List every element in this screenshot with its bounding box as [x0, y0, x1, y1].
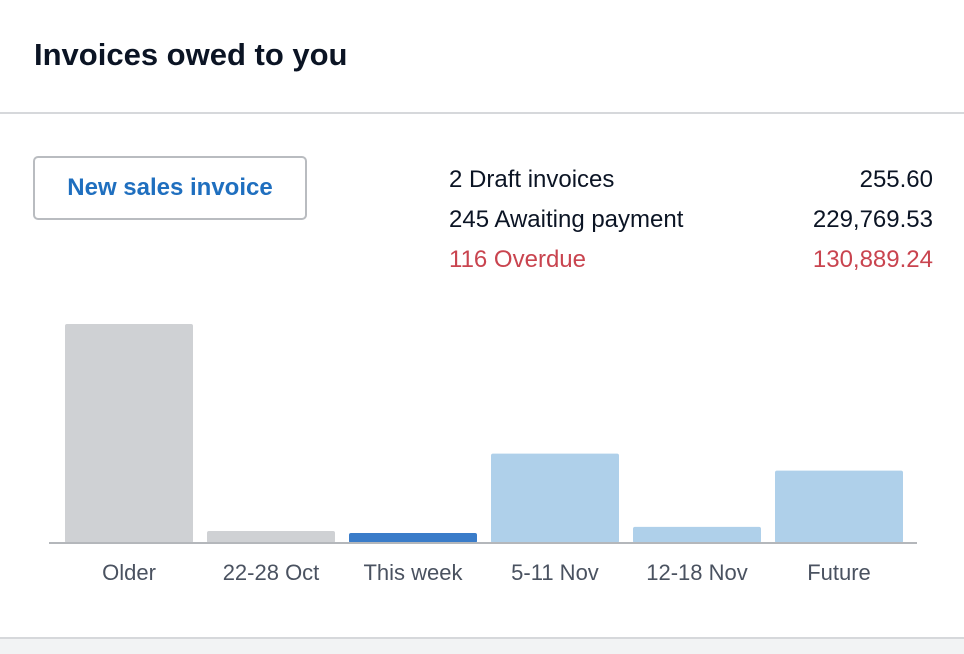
- bar-5-11-nov[interactable]: [491, 453, 619, 543]
- category-label: Older: [102, 560, 156, 585]
- bar-22-28-oct[interactable]: [207, 530, 335, 543]
- chart-category-labels: Older 22-28 Oct This week 5-11 Nov 12-18 Nov…: [102, 560, 871, 585]
- bar-this-week[interactable]: [349, 532, 477, 543]
- summary-awaiting-amount: 229,769.53: [812, 206, 933, 233]
- summary-row-awaiting[interactable]: 245 Awaiting payment 229,769.53: [449, 200, 933, 240]
- summary-awaiting-label: 245 Awaiting payment: [449, 206, 684, 233]
- chart-bars: [65, 324, 903, 543]
- widget-header: Invoices owed to you: [0, 0, 964, 114]
- category-label: 22-28 Oct: [223, 560, 320, 585]
- bar-future[interactable]: [775, 470, 903, 543]
- category-label: 5-11 Nov: [511, 560, 599, 585]
- category-label: Future: [807, 560, 871, 585]
- category-label: This week: [363, 560, 463, 585]
- summary-row-overdue[interactable]: 116 Overdue 130,889.24: [449, 240, 933, 280]
- summary-overdue-amount: 130,889.24: [812, 246, 933, 273]
- summary-draft-label: 2 Draft invoices: [449, 166, 615, 193]
- bar-older[interactable]: [65, 324, 193, 543]
- bar-12-18-nov[interactable]: [633, 526, 761, 543]
- invoice-summary: 2 Draft invoices 255.60 245 Awaiting pay…: [449, 160, 933, 280]
- widget-title: Invoices owed to you: [34, 37, 348, 72]
- summary-overdue-label: 116 Overdue: [449, 246, 586, 273]
- next-widget-edge: [0, 637, 964, 654]
- summary-row-draft[interactable]: 2 Draft invoices 255.60: [449, 160, 933, 200]
- category-label: 12-18 Nov: [646, 560, 748, 585]
- new-sales-invoice-button[interactable]: New sales invoice: [33, 156, 307, 220]
- summary-draft-amount: 255.60: [859, 166, 933, 193]
